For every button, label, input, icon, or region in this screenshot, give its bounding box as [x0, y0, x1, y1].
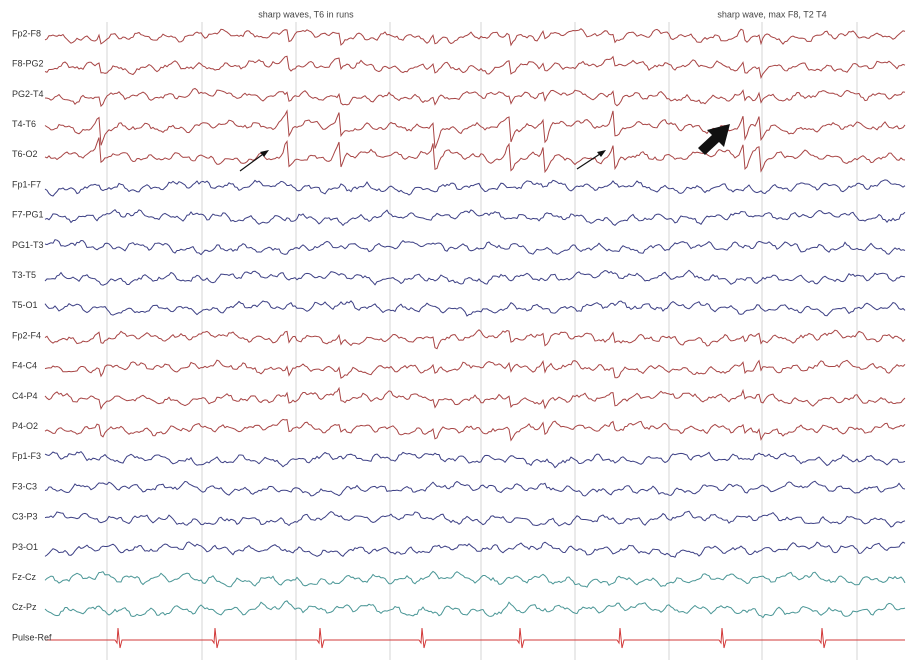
eeg-trace: [44, 209, 906, 227]
eeg-trace: [44, 386, 906, 410]
eeg-trace: [44, 179, 906, 197]
eeg-trace: [44, 109, 906, 149]
eeg-trace: [44, 480, 906, 497]
arrows: [239, 124, 730, 172]
arrow-head: [597, 150, 606, 157]
eeg-trace: [44, 329, 906, 350]
eeg-trace: [44, 450, 906, 469]
arrow: [576, 151, 604, 170]
channel-label: P3-O1: [12, 542, 38, 552]
channel-label: Cz-Pz: [12, 602, 37, 612]
channel-label: F3-C3: [12, 481, 37, 491]
eeg-trace: [44, 55, 906, 79]
channel-label: Fp1-F7: [12, 179, 41, 189]
eeg-trace: [44, 137, 906, 174]
channel-label: C4-P4: [12, 391, 38, 401]
eeg-trace: [44, 269, 906, 286]
annotation: sharp wave, max F8, T2 T4: [717, 9, 826, 19]
eeg-trace: [44, 300, 906, 317]
arrow-head: [260, 150, 269, 157]
eeg-trace: [44, 510, 906, 528]
channel-label: T6-O2: [12, 149, 38, 159]
bold-arrow: [698, 124, 730, 155]
eeg-trace: [44, 239, 906, 256]
channel-label: PG1-T3: [12, 240, 44, 250]
channel-label: F8-PG2: [12, 59, 44, 69]
eeg-trace: [44, 87, 906, 108]
time-grid: [106, 22, 858, 660]
channel-label: Fp1-F3: [12, 451, 41, 461]
annotation: sharp waves, T6 in runs: [258, 9, 354, 19]
arrow: [239, 151, 267, 172]
channel-label: F7-PG1: [12, 210, 44, 220]
channel-label: C3-P3: [12, 512, 38, 522]
eeg-trace: [44, 28, 906, 47]
channel-label: Fp2-F8: [12, 28, 41, 38]
eeg-trace: [44, 541, 906, 558]
eeg-trace: [44, 600, 906, 619]
channel-label: F4-C4: [12, 361, 37, 371]
channel-label: Pulse-Ref: [12, 632, 52, 642]
channel-label: Fp2-F4: [12, 330, 41, 340]
eeg-trace: [44, 418, 906, 442]
channel-label: PG2-T4: [12, 89, 44, 99]
channel-label: T3-T5: [12, 270, 36, 280]
eeg-trace: [44, 359, 906, 379]
channel-label: T5-O1: [12, 300, 38, 310]
eeg-trace: [45, 627, 905, 649]
traces: Fp2-F8 F8-PG2 PG2-T4 T4-T6 T6-O2 Fp1-F7 F7-PG1…: [12, 28, 906, 649]
eeg-trace: [44, 570, 906, 588]
channel-label: T4-T6: [12, 119, 36, 129]
channel-label: Fz-Cz: [12, 572, 36, 582]
channel-label: P4-O2: [12, 421, 38, 431]
